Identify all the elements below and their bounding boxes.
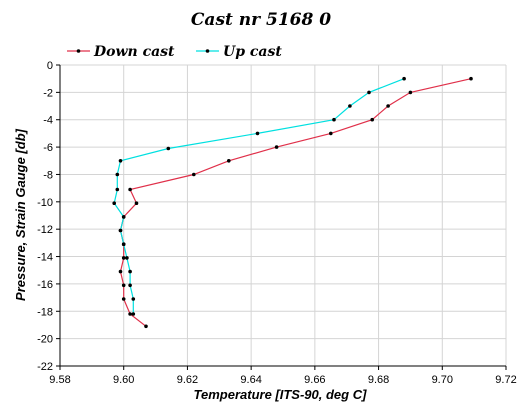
y-tick-label: -16 (37, 279, 53, 291)
y-tick-label: -2 (43, 87, 53, 99)
y-tick-label: -14 (37, 252, 53, 264)
y-tick-label: -22 (37, 361, 53, 373)
data-point-up-cast (118, 228, 123, 233)
legend-down-cast-marker (76, 49, 81, 53)
x-tick-label: 9.62 (177, 374, 198, 386)
x-tick-label: 9.72 (495, 374, 516, 386)
y-tick-labels: 0 -2 -4 -6 -8 -10 -12 -14 -16 -18 -20 -22 (37, 60, 53, 373)
data-point-up-cast (402, 76, 406, 81)
data-point-down-cast (469, 76, 473, 81)
data-point-up-cast (128, 283, 132, 288)
data-point-up-cast (131, 297, 136, 301)
data-point-down-cast (134, 201, 139, 205)
chart-title: Cast nr 5168 0 (191, 10, 331, 30)
legend-up-cast-label: Up cast (223, 44, 282, 60)
data-point-down-cast (329, 131, 333, 136)
data-point-up-cast (121, 242, 126, 246)
x-axis-label: Temperature [ITS-90, deg C] (194, 387, 368, 402)
data-point-up-cast (332, 117, 336, 122)
data-point-up-cast (128, 269, 132, 274)
y-tick-label: 0 (47, 60, 53, 72)
x-tick-label: 9.68 (368, 374, 389, 386)
data-point-up-cast (367, 90, 371, 95)
legend-up-cast-marker (205, 49, 210, 53)
data-point-down-cast (408, 90, 413, 95)
data-point-down-cast (118, 269, 123, 274)
series-group (112, 76, 473, 329)
grid (59, 64, 507, 367)
data-point-up-cast (166, 146, 171, 151)
data-point-down-cast (227, 159, 231, 163)
data-point-down-cast (121, 283, 126, 288)
x-tick-label: 9.58 (49, 374, 70, 386)
data-point-down-cast (370, 117, 375, 122)
data-point-down-cast (128, 312, 132, 316)
x-tick-label: 9.60 (113, 374, 134, 386)
data-point-down-cast (192, 172, 196, 177)
y-tick-label: -18 (37, 306, 53, 318)
data-point-up-cast (118, 159, 123, 163)
y-tick-label: -4 (43, 115, 53, 127)
x-tick-label: 9.70 (432, 374, 453, 386)
series-down-cast (118, 76, 473, 329)
data-point-up-cast (131, 312, 136, 316)
data-point-up-cast (125, 256, 129, 260)
y-tick-label: -12 (37, 224, 53, 236)
x-tick-labels: 9.58 9.60 9.62 9.64 9.66 9.68 9.70 9.72 (49, 374, 516, 386)
data-point-up-cast (348, 104, 352, 108)
data-point-up-cast (115, 187, 120, 192)
x-tick-label: 9.66 (304, 374, 325, 386)
data-point-up-cast (115, 172, 120, 177)
series-up-cast (112, 76, 406, 316)
legend-down-cast-label: Down cast (93, 44, 175, 60)
data-point-down-cast (128, 187, 132, 192)
data-point-down-cast (274, 145, 279, 149)
legend: Down cast Up cast (67, 44, 282, 60)
axes (56, 64, 507, 370)
data-point-down-cast (386, 104, 390, 108)
y-tick-label: -6 (43, 142, 53, 154)
plot-area (60, 65, 506, 366)
y-tick-label: -20 (37, 334, 53, 346)
data-point-up-cast (121, 215, 126, 219)
data-point-up-cast (112, 201, 116, 205)
y-tick-label: -8 (43, 169, 53, 181)
series-line-up-cast (113, 78, 405, 314)
y-tick-label: -10 (37, 197, 53, 209)
data-point-up-cast (255, 131, 260, 136)
data-point-down-cast (121, 256, 126, 260)
data-point-down-cast (144, 324, 148, 329)
x-tick-label: 9.64 (240, 374, 261, 386)
data-point-down-cast (121, 297, 126, 301)
y-axis-label: Pressure, Strain Gauge [db] (13, 128, 28, 301)
